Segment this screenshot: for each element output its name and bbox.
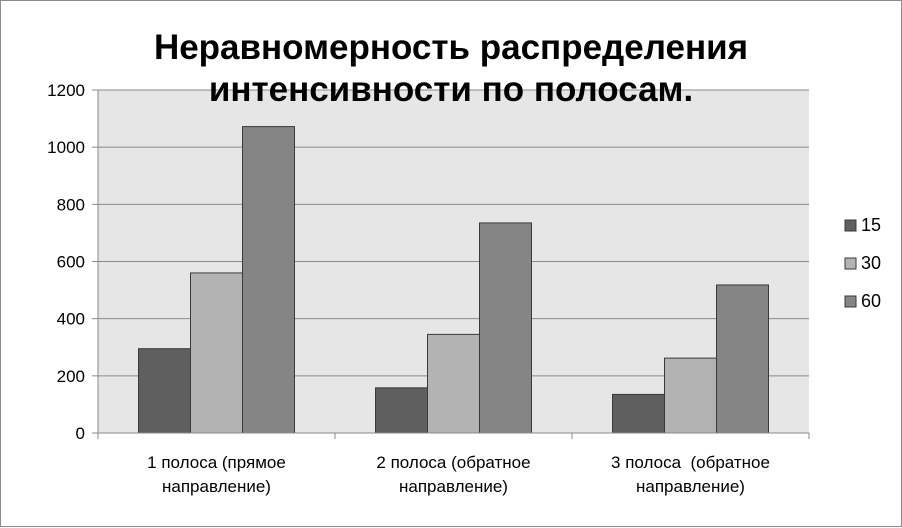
title-line-1: Неравномерность распределения [154,28,748,67]
legend-label: 60 [861,291,881,311]
y-tick-label: 1200 [47,81,85,100]
legend-swatch-15 [844,219,857,232]
bar-15-cat3 [612,393,665,434]
bar-30-cat1 [190,272,243,434]
legend: 15 30 60 [844,215,881,311]
x-category-labels: 1 полоса (прямое направление) 2 полоса (об… [147,453,770,496]
y-tick-label: 0 [76,424,85,443]
bars [138,126,769,434]
axes [92,89,810,439]
legend-label: 30 [861,253,881,273]
title-line-2: интенсивности по полосам. [209,70,693,109]
bar-60-cat2 [479,222,532,434]
bar-60-cat3 [716,284,769,434]
x-category-label: 2 полоса (обратное [376,453,530,472]
bar-60-cat1 [242,126,295,434]
bar-30-cat2 [427,333,480,434]
y-tick-labels: 0 200 400 600 800 1000 1200 [47,81,85,443]
bar-30-cat3 [664,357,717,434]
y-tick-label: 1000 [47,138,85,157]
x-category-label: 3 полоса (обратное [611,453,770,472]
legend-swatch-60 [844,295,857,308]
bar-15-cat1 [138,348,191,434]
y-tick-label: 200 [57,367,85,386]
chart-title: Неравномерность распределения интенсивно… [154,28,748,109]
legend-swatch-30 [844,257,857,270]
bar-15-cat2 [375,387,428,434]
y-tick-label: 800 [57,195,85,214]
x-category-label: направление) [636,477,745,496]
x-category-label: направление) [399,477,508,496]
x-category-label: 1 полоса (прямое [147,453,286,472]
y-tick-label: 600 [57,253,85,272]
x-category-label: направление) [162,477,271,496]
legend-label: 15 [861,215,881,235]
y-tick-label: 400 [57,310,85,329]
